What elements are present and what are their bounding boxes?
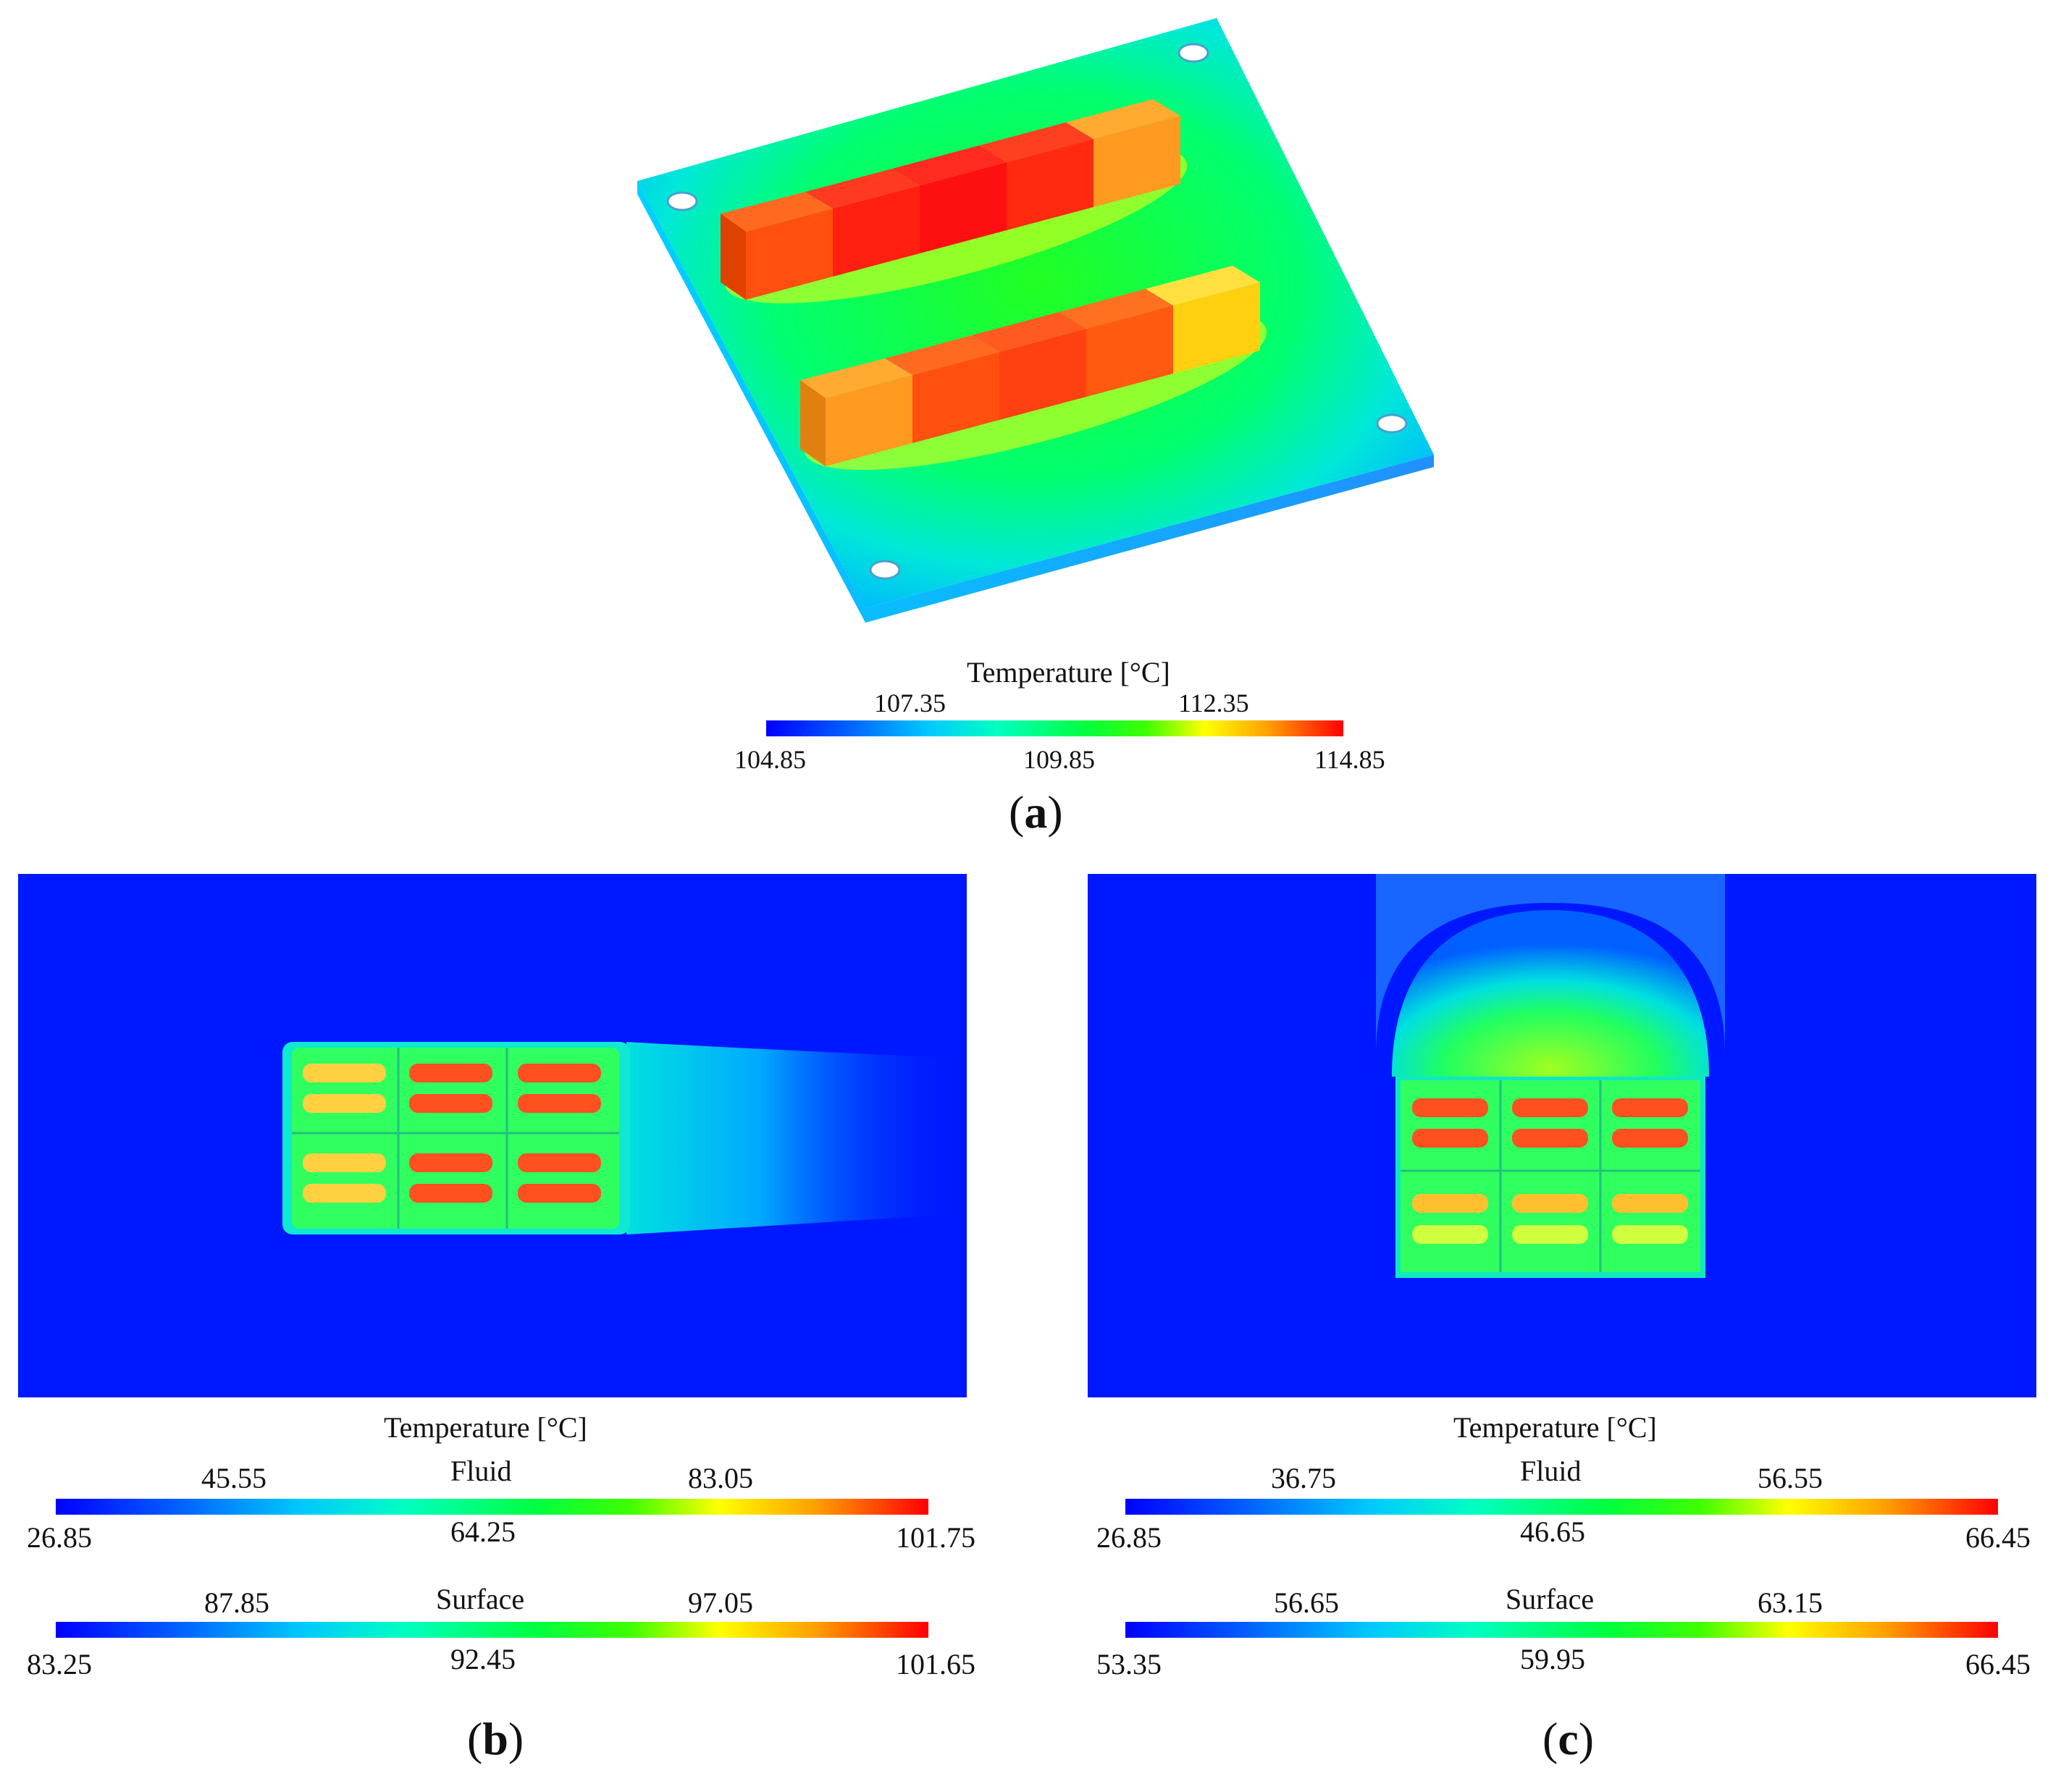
surface-tick-c-top-2: 63.15 bbox=[1758, 1586, 1823, 1619]
fluid-tick-b-bottom-1: 26.85 bbox=[27, 1521, 92, 1554]
fluid-tick-b-bottom-3: 101.75 bbox=[896, 1521, 975, 1554]
fluid-tick-c-top-2: 56.55 bbox=[1758, 1462, 1823, 1494]
surface-label-b: Surface bbox=[436, 1583, 525, 1615]
surface-tick-b-top-1: 87.85 bbox=[204, 1586, 269, 1619]
mounting-hole bbox=[1177, 43, 1209, 63]
colorbar-a bbox=[766, 720, 1343, 736]
fluid-tick-b-bottom-2: 64.25 bbox=[450, 1515, 516, 1548]
surface-colorbar-b bbox=[56, 1622, 928, 1638]
surface-tick-b-bottom-3: 101.65 bbox=[896, 1648, 975, 1680]
mounting-hole bbox=[869, 560, 901, 580]
surface-label-c: Surface bbox=[1506, 1583, 1595, 1615]
fluid-tick-c-bottom-2: 46.65 bbox=[1520, 1515, 1585, 1548]
colorbar-title-a: Temperature [°C] bbox=[967, 656, 1170, 689]
surface-tick-b-bottom-2: 92.45 bbox=[450, 1643, 516, 1675]
colorbar-title-c: Temperature [°C] bbox=[1453, 1411, 1657, 1444]
colorbar-tick-a-bottom-2: 109.85 bbox=[1023, 745, 1095, 774]
fluid-label-c: Fluid bbox=[1520, 1455, 1582, 1487]
surface-tick-b-top-2: 97.05 bbox=[688, 1586, 753, 1619]
fluid-field-c bbox=[1088, 874, 2036, 1397]
fluid-tick-b-top-2: 83.05 bbox=[688, 1462, 753, 1494]
panel-label-a: (a) bbox=[1009, 786, 1063, 838]
surface-tick-c-top-1: 56.65 bbox=[1274, 1586, 1339, 1619]
fluid-colorbar-b bbox=[56, 1499, 928, 1515]
module-row-1 bbox=[721, 99, 1180, 300]
fluid-tick-b-top-1: 45.55 bbox=[201, 1462, 266, 1494]
fluid-label-b: Fluid bbox=[450, 1455, 512, 1487]
panel-label-c: (c) bbox=[1542, 1713, 1595, 1764]
colorbar-tick-a-top-2: 112.35 bbox=[1178, 689, 1249, 718]
fluid-tick-c-bottom-1: 26.85 bbox=[1096, 1521, 1162, 1554]
surface-tick-c-bottom-1: 53.35 bbox=[1096, 1648, 1162, 1680]
mounting-hole bbox=[666, 191, 698, 211]
fluid-field-b bbox=[18, 874, 967, 1397]
fluid-tick-c-bottom-3: 66.45 bbox=[1965, 1521, 2031, 1554]
module-row-2 bbox=[800, 266, 1260, 466]
mounting-hole bbox=[1376, 413, 1408, 434]
surface-tick-b-bottom-1: 83.25 bbox=[27, 1648, 92, 1680]
surface-colorbar-c bbox=[1125, 1622, 1998, 1638]
colorbar-tick-a-bottom-1: 104.85 bbox=[734, 745, 806, 774]
fluid-colorbar-c bbox=[1125, 1499, 1998, 1515]
base-plate bbox=[637, 18, 1434, 608]
fluid-tick-c-top-1: 36.75 bbox=[1271, 1462, 1336, 1494]
panel-label-b: (b) bbox=[467, 1713, 524, 1764]
colorbar-title-b: Temperature [°C] bbox=[384, 1411, 587, 1444]
colorbar-tick-a-bottom-3: 114.85 bbox=[1314, 745, 1385, 774]
surface-tick-c-bottom-2: 59.95 bbox=[1520, 1643, 1585, 1675]
colorbar-tick-a-top-1: 107.35 bbox=[874, 689, 946, 718]
surface-tick-c-bottom-3: 66.45 bbox=[1965, 1648, 2031, 1680]
heatsink-3d-view bbox=[637, 18, 1434, 623]
